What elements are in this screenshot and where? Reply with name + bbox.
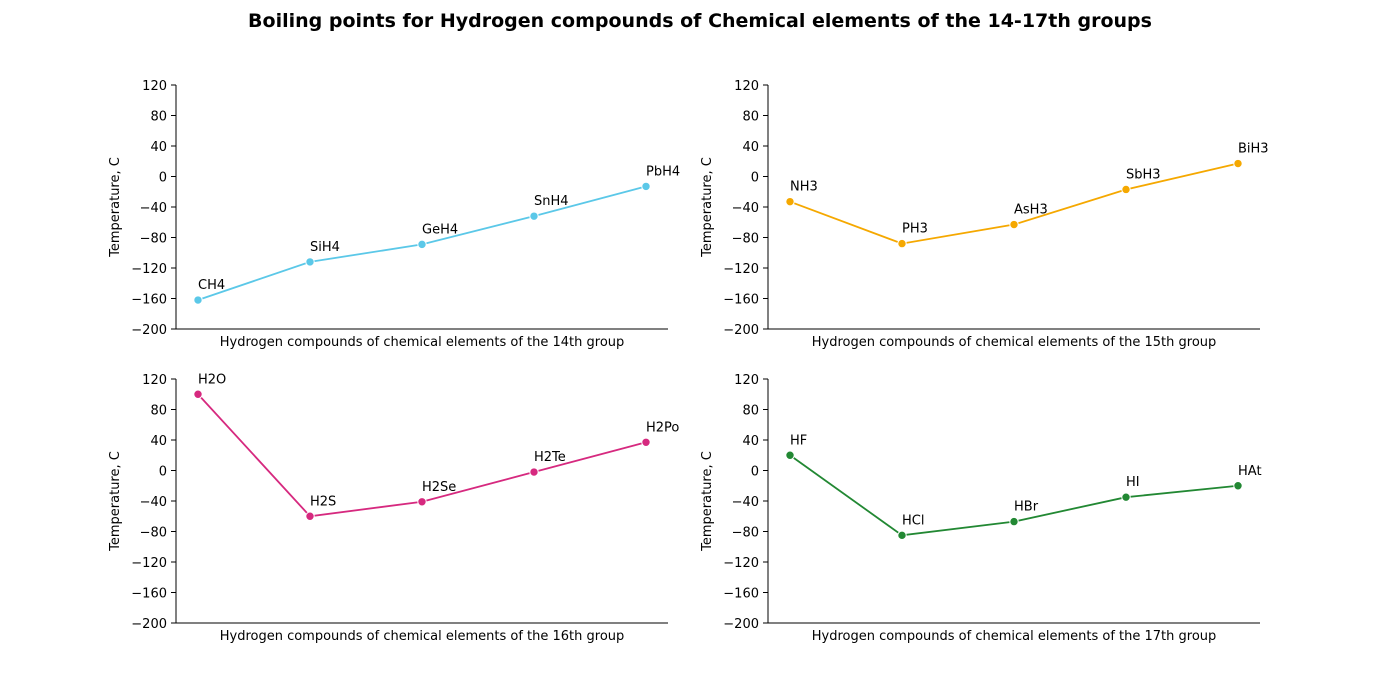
data-label: HAt bbox=[1238, 464, 1262, 479]
y-tick-label: −160 bbox=[131, 293, 167, 308]
data-label: SbH3 bbox=[1126, 167, 1161, 182]
data-point bbox=[1233, 158, 1243, 169]
y-tick-label: 0 bbox=[751, 465, 759, 480]
data-point bbox=[641, 437, 651, 447]
chart-title: Boiling points for Hydrogen compounds of… bbox=[248, 10, 1152, 32]
data-point bbox=[417, 497, 427, 507]
y-tick-label: 120 bbox=[734, 79, 759, 94]
data-point bbox=[1009, 219, 1019, 230]
data-point bbox=[1233, 481, 1243, 491]
data-point bbox=[897, 530, 907, 541]
data-label: H2Po bbox=[646, 420, 679, 435]
y-tick-label: −200 bbox=[723, 323, 759, 338]
data-label: SnH4 bbox=[534, 194, 569, 209]
y-tick-label: −80 bbox=[140, 232, 167, 247]
y-axis-label: Temperature, C bbox=[108, 157, 123, 258]
data-label: H2Te bbox=[534, 450, 566, 465]
data-point bbox=[305, 257, 315, 267]
y-tick-label: 120 bbox=[734, 373, 759, 388]
y-tick-label: 80 bbox=[150, 404, 167, 419]
data-point bbox=[785, 196, 795, 207]
subplot-2: 120 80 40 0 −40 −80 −120 −160 −200 Temperature, C… bbox=[700, 79, 1269, 350]
y-tick-label: 120 bbox=[142, 79, 167, 94]
y-tick-label: −120 bbox=[131, 556, 167, 571]
y-tick-label: −80 bbox=[732, 526, 759, 541]
data-label: AsH3 bbox=[1014, 203, 1048, 218]
y-tick-label: 0 bbox=[159, 171, 167, 186]
data-label: HF bbox=[790, 433, 807, 448]
y-tick-label: −200 bbox=[723, 617, 759, 632]
data-point bbox=[417, 239, 427, 250]
data-label: NH3 bbox=[790, 180, 818, 195]
data-point bbox=[897, 238, 907, 249]
y-tick-label: −120 bbox=[723, 556, 759, 571]
x-axis-label: Hydrogen compounds of chemical elements … bbox=[812, 335, 1217, 350]
y-tick-label: −160 bbox=[723, 293, 759, 308]
data-label: H2O bbox=[198, 372, 226, 387]
subplot-4: 120 80 40 0 −40 −80 −120 −160 −200 Temperature, C… bbox=[700, 373, 1262, 644]
x-axis-label: Hydrogen compounds of chemical elements … bbox=[220, 629, 625, 644]
data-label: HBr bbox=[1014, 500, 1039, 515]
data-label: PH3 bbox=[902, 222, 928, 237]
y-tick-label: −160 bbox=[723, 587, 759, 602]
y-tick-label: −40 bbox=[140, 201, 167, 216]
y-tick-label: −200 bbox=[131, 617, 167, 632]
y-tick-label: −40 bbox=[732, 495, 759, 510]
data-point bbox=[529, 467, 539, 477]
data-point bbox=[641, 181, 651, 192]
y-axis-label: Temperature, C bbox=[700, 451, 715, 552]
y-tick-label: −160 bbox=[131, 587, 167, 602]
data-label: GeH4 bbox=[422, 222, 458, 237]
data-label: HI bbox=[1126, 475, 1140, 490]
data-label: HCl bbox=[902, 513, 924, 528]
data-point bbox=[1121, 492, 1131, 502]
x-axis-label: Hydrogen compounds of chemical elements … bbox=[812, 629, 1217, 644]
y-tick-label: −120 bbox=[723, 262, 759, 277]
data-point bbox=[193, 389, 203, 399]
y-tick-label: −40 bbox=[732, 201, 759, 216]
y-tick-label: 40 bbox=[150, 140, 167, 155]
y-tick-label: −80 bbox=[732, 232, 759, 247]
data-label: SiH4 bbox=[310, 240, 340, 255]
y-axis-label: Temperature, C bbox=[108, 451, 123, 552]
data-point bbox=[1121, 184, 1131, 195]
y-tick-label: 80 bbox=[742, 110, 759, 125]
y-tick-label: 80 bbox=[150, 110, 167, 125]
y-tick-label: 0 bbox=[751, 171, 759, 186]
subplot-3: 120 80 40 0 −40 −80 −120 −160 −200 Temperature, C… bbox=[108, 372, 679, 644]
y-tick-label: −120 bbox=[131, 262, 167, 277]
data-label: CH4 bbox=[198, 278, 225, 293]
data-label: BiH3 bbox=[1238, 142, 1269, 157]
y-tick-label: 40 bbox=[742, 140, 759, 155]
y-tick-label: −40 bbox=[140, 495, 167, 510]
subplot-1: 120 80 40 0 −40 −80 −120 −160 −200 Temperature, C… bbox=[108, 79, 680, 350]
data-label: PbH4 bbox=[646, 164, 680, 179]
y-tick-label: −200 bbox=[131, 323, 167, 338]
data-point bbox=[1009, 516, 1019, 527]
data-point bbox=[785, 450, 795, 460]
data-point bbox=[193, 295, 203, 305]
data-point bbox=[529, 211, 539, 221]
y-tick-label: −80 bbox=[140, 526, 167, 541]
y-axis-label: Temperature, C bbox=[700, 157, 715, 258]
data-label: H2S bbox=[310, 494, 336, 509]
data-point bbox=[305, 511, 315, 521]
x-axis-label: Hydrogen compounds of chemical elements … bbox=[220, 335, 625, 350]
y-tick-label: 80 bbox=[742, 404, 759, 419]
y-tick-label: 0 bbox=[159, 465, 167, 480]
data-label: H2Se bbox=[422, 480, 456, 495]
y-tick-label: 120 bbox=[142, 373, 167, 388]
y-tick-label: 40 bbox=[150, 434, 167, 449]
y-tick-label: 40 bbox=[742, 434, 759, 449]
